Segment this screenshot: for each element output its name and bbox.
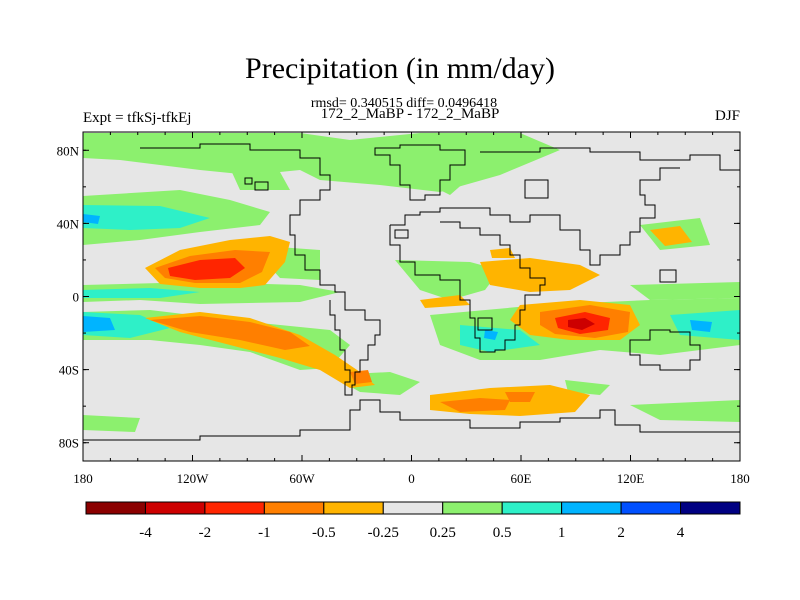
- coast-australia: [629, 329, 701, 371]
- pacific-cyan-eq: [83, 288, 200, 298]
- x-tick-label: 120W: [177, 471, 210, 486]
- field-level-1: [83, 214, 712, 340]
- n-pacific-dry-core: [168, 258, 245, 280]
- colorbar-label: -1: [258, 525, 271, 541]
- coast-greenland: [374, 144, 466, 201]
- colorbar-swatch: [323, 501, 384, 515]
- colorbar-label: -4: [139, 525, 152, 541]
- colorbar-label: 0.25: [430, 525, 456, 541]
- colorbar-swatch: [561, 501, 622, 515]
- x-tick-label: 180: [730, 471, 750, 486]
- y-tick-label: 40N: [57, 216, 80, 231]
- precipitation-field: [83, 133, 740, 441]
- coast-africa: [389, 221, 546, 353]
- indian-dry-extreme: [568, 318, 595, 330]
- x-tick-label: 0: [408, 471, 415, 486]
- colorbar-swatch: [85, 501, 146, 515]
- colorbar-swatch: [144, 501, 206, 515]
- s-pacific-dry-mid: [150, 316, 310, 350]
- africa-dry-outer: [480, 258, 600, 292]
- x-axis: 180 120W 60W 0 60E 120E 180: [73, 132, 750, 486]
- colorbar-swatch: [204, 501, 265, 515]
- colorbar-label: -0.25: [368, 525, 399, 541]
- indian-cyan: [460, 310, 740, 352]
- pacific-cyan-north: [83, 205, 210, 230]
- west-pacific-wet: [630, 282, 740, 300]
- pacific-blue-north: [83, 214, 100, 224]
- colorbar-label: -2: [199, 525, 212, 541]
- pacific-blue-south: [83, 316, 115, 332]
- greenland-wet: [400, 134, 490, 195]
- colorbar-swatch: [442, 501, 503, 515]
- colorbar-swatch: [680, 501, 741, 515]
- chart-title: Precipitation (in mm/day): [245, 52, 555, 85]
- y-axis: 80N 40N 0 40S 80S: [57, 143, 740, 451]
- australia-dry: [650, 226, 692, 246]
- colorbar-swatch: [382, 501, 444, 515]
- coastlines: [83, 143, 740, 441]
- colorbar-label: 4: [677, 525, 685, 541]
- field-level-0-5: [83, 205, 740, 352]
- southern-dry-mid: [440, 392, 535, 412]
- coast-eurasia: [390, 147, 740, 266]
- y-tick-label: 80S: [59, 436, 79, 451]
- colorbar-swatch: [501, 501, 563, 515]
- coast-islands: [244, 177, 677, 331]
- center-subtitle: 172_2_MaBP - 172_2_MaBP: [320, 106, 500, 122]
- field-level-neg-2: [568, 318, 595, 330]
- colorbar-swatch: [620, 501, 682, 515]
- left-subtitle: Expt = tfkSj-tfkEj: [83, 110, 192, 126]
- x-tick-label: 120E: [617, 471, 645, 486]
- colorbar: -4 -2 -1 -0.5 -0.25 0.25 0.5 1 2 4: [85, 501, 741, 541]
- coast-north-america: [140, 143, 340, 293]
- colorbar-label: 1: [558, 525, 566, 541]
- x-tick-label: 180: [73, 471, 93, 486]
- y-tick-label: 0: [73, 290, 80, 305]
- right-subtitle: DJF: [714, 108, 740, 124]
- stats-text: rmsd= 0.340515 diff= 0.0496418: [310, 96, 498, 111]
- coast-south-america: [329, 291, 381, 396]
- x-tick-label: 60E: [511, 471, 532, 486]
- colorbar-label: 0.5: [493, 525, 512, 541]
- coast-antarctica: [83, 399, 740, 441]
- colorbar-label: -0.5: [312, 525, 336, 541]
- y-tick-label: 80N: [57, 143, 80, 158]
- trop-pacific-wet: [83, 282, 340, 304]
- y-tick-label: 40S: [59, 363, 79, 378]
- x-tick-label: 60W: [289, 471, 315, 486]
- colorbar-swatch: [263, 501, 325, 515]
- misc-dry: [420, 248, 515, 308]
- colorbar-label: 2: [617, 525, 625, 541]
